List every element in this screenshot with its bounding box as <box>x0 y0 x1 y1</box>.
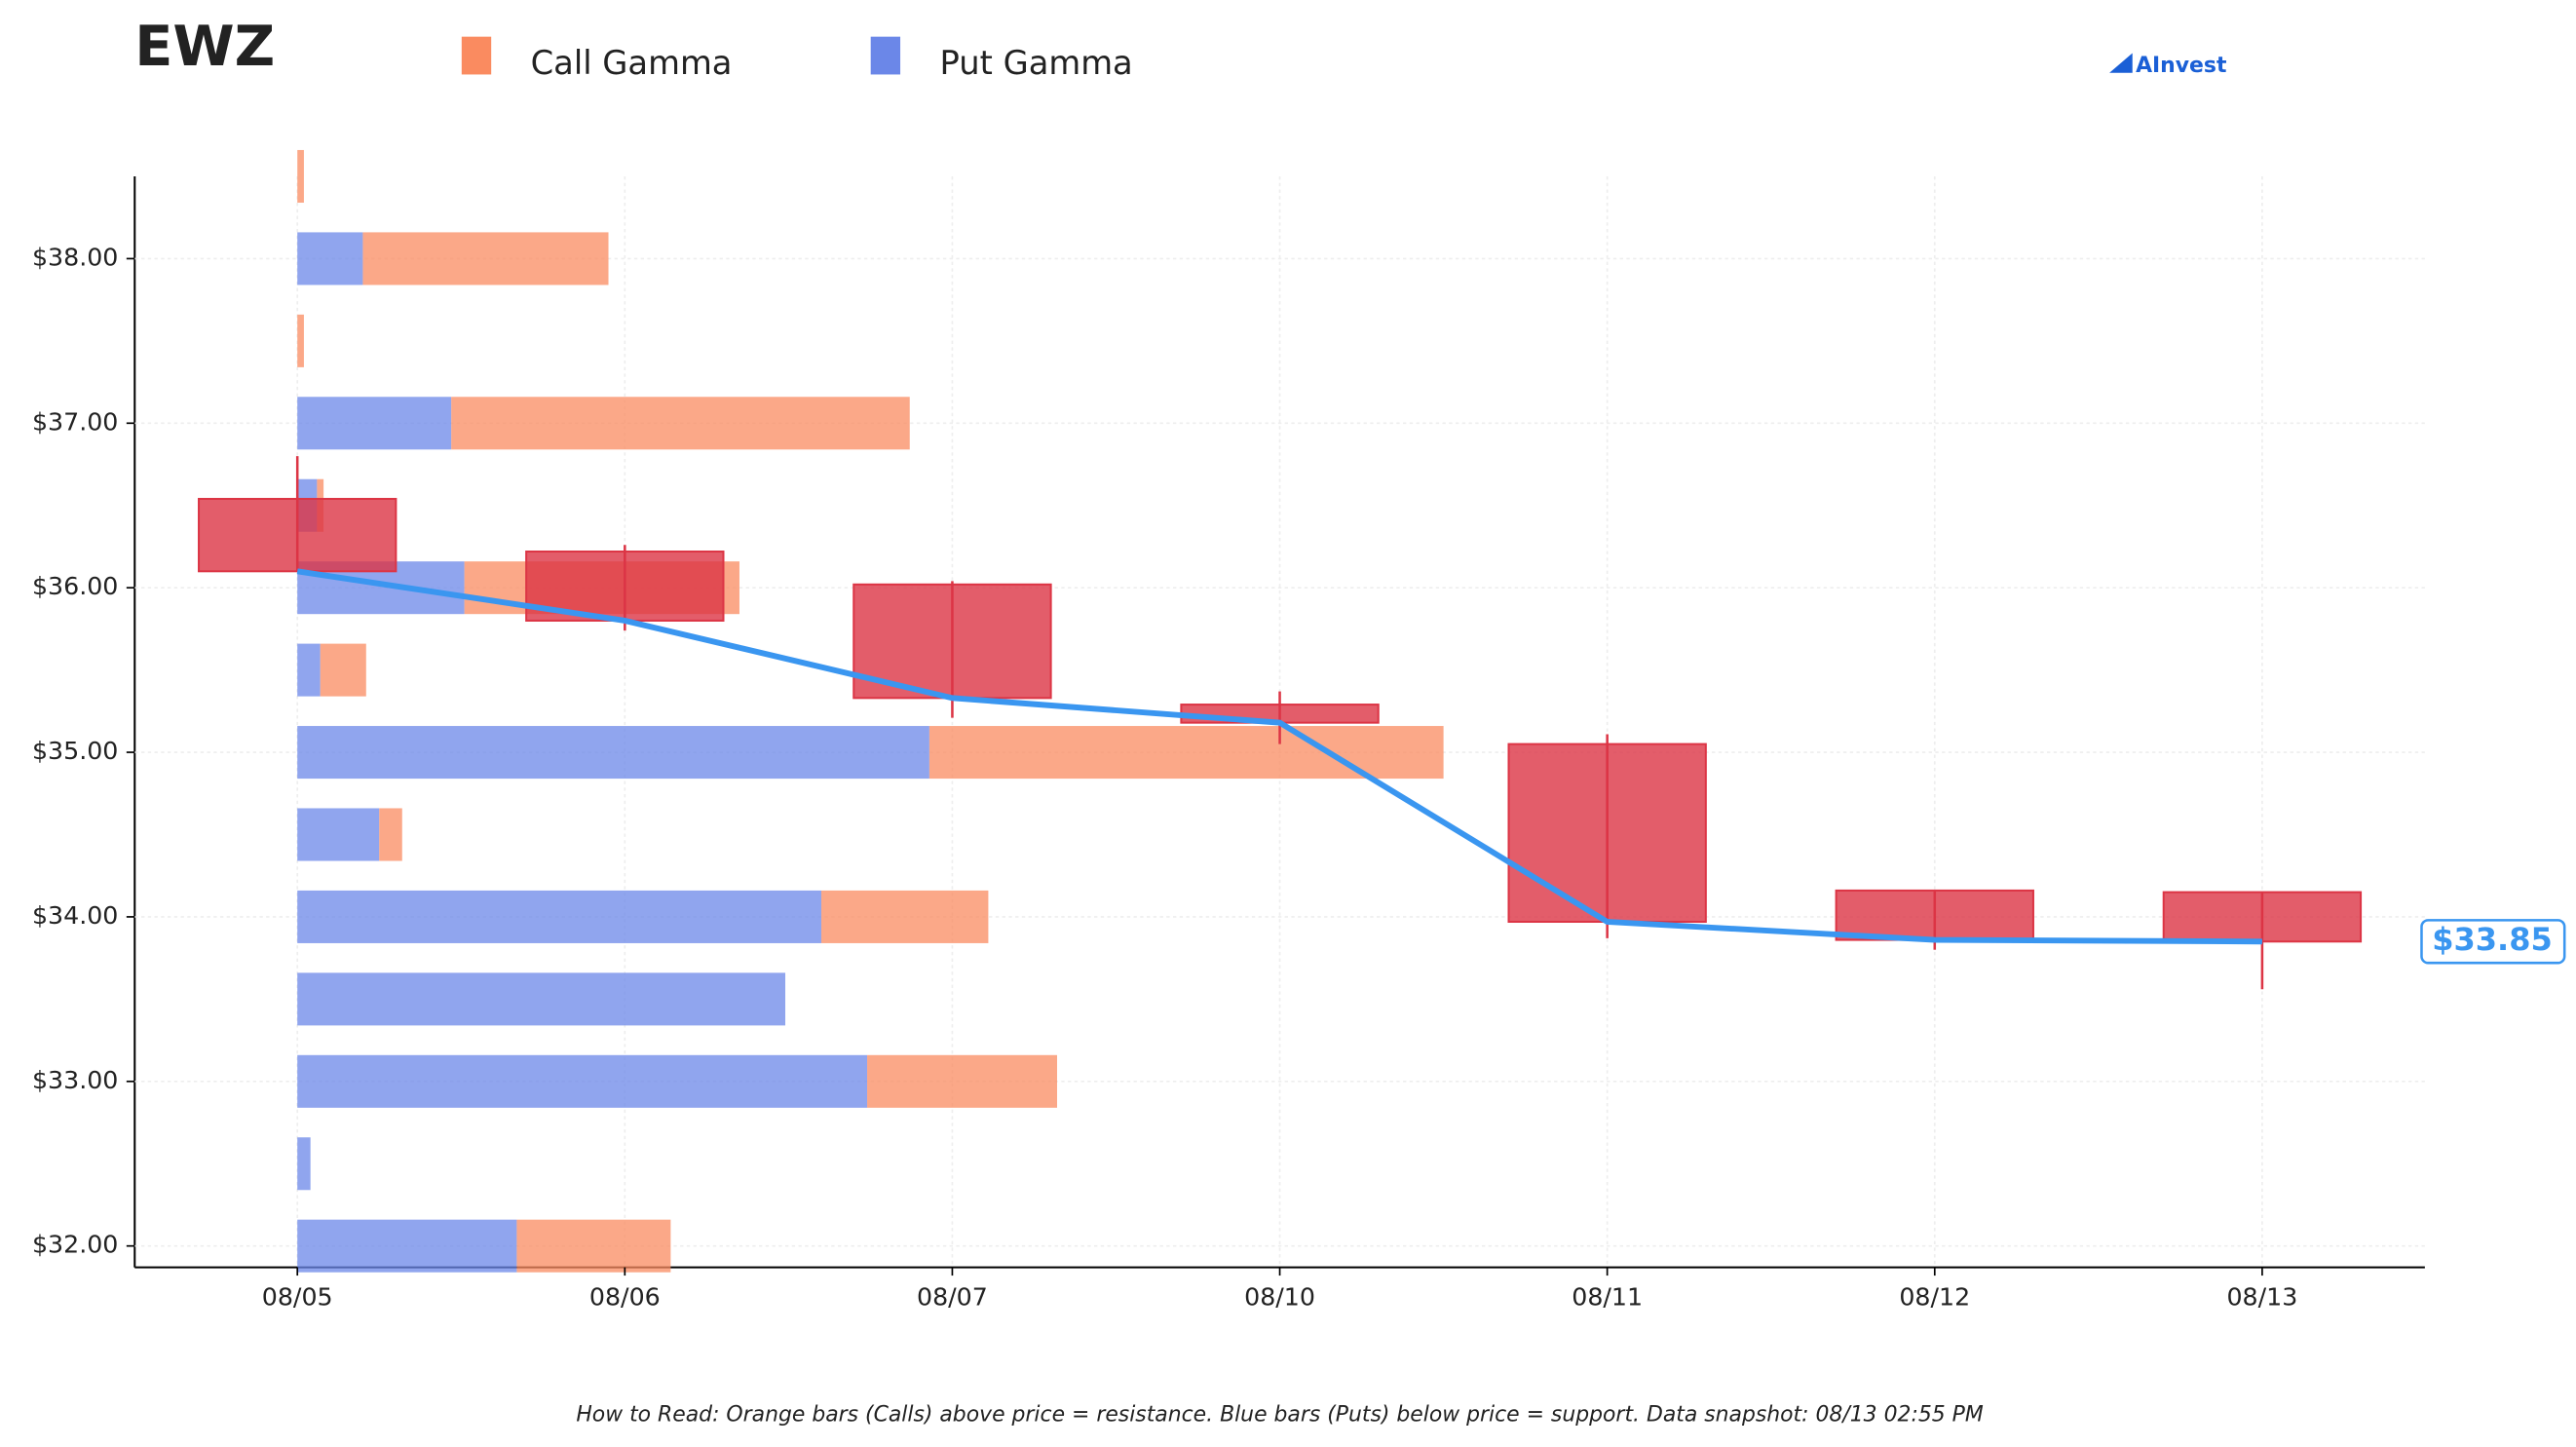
y-tick-label: $37.00 <box>32 407 118 436</box>
gamma-bar <box>451 397 910 450</box>
x-tick-label: 08/05 <box>262 1283 333 1312</box>
logo-text: AInvest <box>2136 54 2226 78</box>
gamma-bar <box>297 890 821 943</box>
y-tick-label: $35.00 <box>32 737 118 765</box>
legend-label: Call Gamma <box>531 44 733 82</box>
candle-body <box>198 497 398 573</box>
gamma-bar <box>297 972 786 1026</box>
gamma-bar <box>928 726 1444 780</box>
gamma-bar <box>297 1054 868 1108</box>
candles <box>198 456 2363 990</box>
legend-swatch <box>870 36 901 75</box>
candle-body <box>852 583 1052 700</box>
gamma-bar <box>379 808 402 861</box>
gamma-bar <box>297 726 929 780</box>
x-tick-label: 08/13 <box>2226 1283 2297 1312</box>
last-price-box <box>2420 919 2566 965</box>
x-tick-label: 08/12 <box>1899 1283 1970 1312</box>
y-tick-label: $33.00 <box>32 1066 118 1094</box>
y-tick-label: $38.00 <box>32 243 118 271</box>
chart-title: EWZ <box>134 14 275 79</box>
gamma-bar <box>297 1219 517 1273</box>
close-line <box>296 568 2262 945</box>
gamma-bar <box>297 643 321 697</box>
gamma-bar <box>362 232 609 286</box>
legend-label: Put Gamma <box>940 44 1133 82</box>
y-tick-label: $32.00 <box>32 1231 118 1259</box>
candle-body <box>2162 891 2363 943</box>
gamma-bar <box>867 1054 1057 1108</box>
x-tick-label: 08/06 <box>589 1283 661 1312</box>
x-tick-label: 08/07 <box>917 1283 988 1312</box>
gamma-bar <box>297 1137 311 1191</box>
x-tick-label: 08/11 <box>1572 1283 1643 1312</box>
candle-body <box>1507 743 1707 924</box>
x-tick-label: 08/10 <box>1244 1283 1315 1312</box>
gamma-bar <box>297 397 452 450</box>
footnote: How to Read: Orange bars (Calls) above p… <box>576 1402 1984 1427</box>
gamma-bar <box>297 232 363 286</box>
logo: AInvest <box>2109 53 2226 78</box>
y-tick-label: $36.00 <box>32 572 118 600</box>
legend-swatch <box>461 36 492 75</box>
gamma-bar <box>820 890 989 943</box>
gamma-bar <box>297 808 380 861</box>
gamma-bar <box>516 1219 671 1273</box>
gamma-bar <box>297 149 304 204</box>
gamma-bar <box>320 643 366 697</box>
y-tick-label: $34.00 <box>32 901 118 930</box>
candle-body <box>1835 889 2034 941</box>
last-price-label: $33.85 <box>2432 921 2553 958</box>
gamma-bar <box>297 314 304 367</box>
logo-icon <box>2109 53 2133 73</box>
